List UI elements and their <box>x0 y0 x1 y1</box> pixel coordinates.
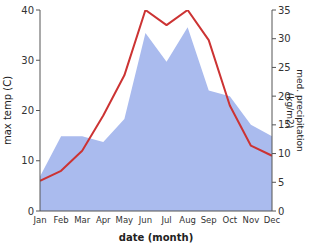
y-tick <box>36 60 40 61</box>
y2-tick <box>272 10 276 11</box>
x-axis-line <box>40 211 272 212</box>
y-tick <box>36 10 40 11</box>
y2-tick <box>272 211 276 212</box>
x-tick-label: Mar <box>74 215 91 225</box>
chart: 01020304005101520253035JanFebMarAprMayJu… <box>0 0 318 247</box>
y2-tick-label: 35 <box>278 5 291 16</box>
temperature-line <box>40 10 272 181</box>
x-axis-label: date (month) <box>119 232 193 243</box>
x-tick-label: Jul <box>160 215 171 225</box>
y-tick-label: 20 <box>21 105 34 116</box>
y-axis-label: max temp (C) <box>2 76 13 145</box>
x-tick-label: Dec <box>264 215 281 225</box>
y-tick-label: 10 <box>21 155 34 166</box>
x-tick-label: Jan <box>32 215 46 225</box>
x-tick-label: Feb <box>54 215 69 225</box>
x-tick-label: Nov <box>243 215 260 225</box>
y-tick <box>36 110 40 111</box>
y-tick <box>36 211 40 212</box>
y-tick-label: 30 <box>21 55 34 66</box>
y2-axis-label-line: med. precipitation <box>295 69 305 151</box>
y2-tick <box>272 182 276 183</box>
x-tick-label: Sep <box>201 215 217 225</box>
y-tick-label: 40 <box>21 5 34 16</box>
x-tick-label: Oct <box>222 215 237 225</box>
y2-tick <box>272 67 276 68</box>
y2-tick-label: 25 <box>278 62 291 73</box>
y2-tick-label: 5 <box>278 177 284 188</box>
x-tick-label: Aug <box>179 215 196 225</box>
y2-axis-label-line: (kg/m2) <box>285 93 295 128</box>
plot-area <box>40 10 272 211</box>
x-tick-label: May <box>116 215 134 225</box>
y2-tick <box>272 96 276 97</box>
y-tick <box>36 160 40 161</box>
y2-axis-line <box>272 10 273 211</box>
y2-axis-label: med. precipitation(kg/m2) <box>285 69 305 151</box>
y2-tick-label: 30 <box>278 33 291 44</box>
x-tick-label: Jun <box>138 215 152 225</box>
x-tick-label: Apr <box>96 215 111 225</box>
y2-tick <box>272 153 276 154</box>
y2-tick <box>272 124 276 125</box>
y2-tick-label: 10 <box>278 148 291 159</box>
y2-tick <box>272 38 276 39</box>
